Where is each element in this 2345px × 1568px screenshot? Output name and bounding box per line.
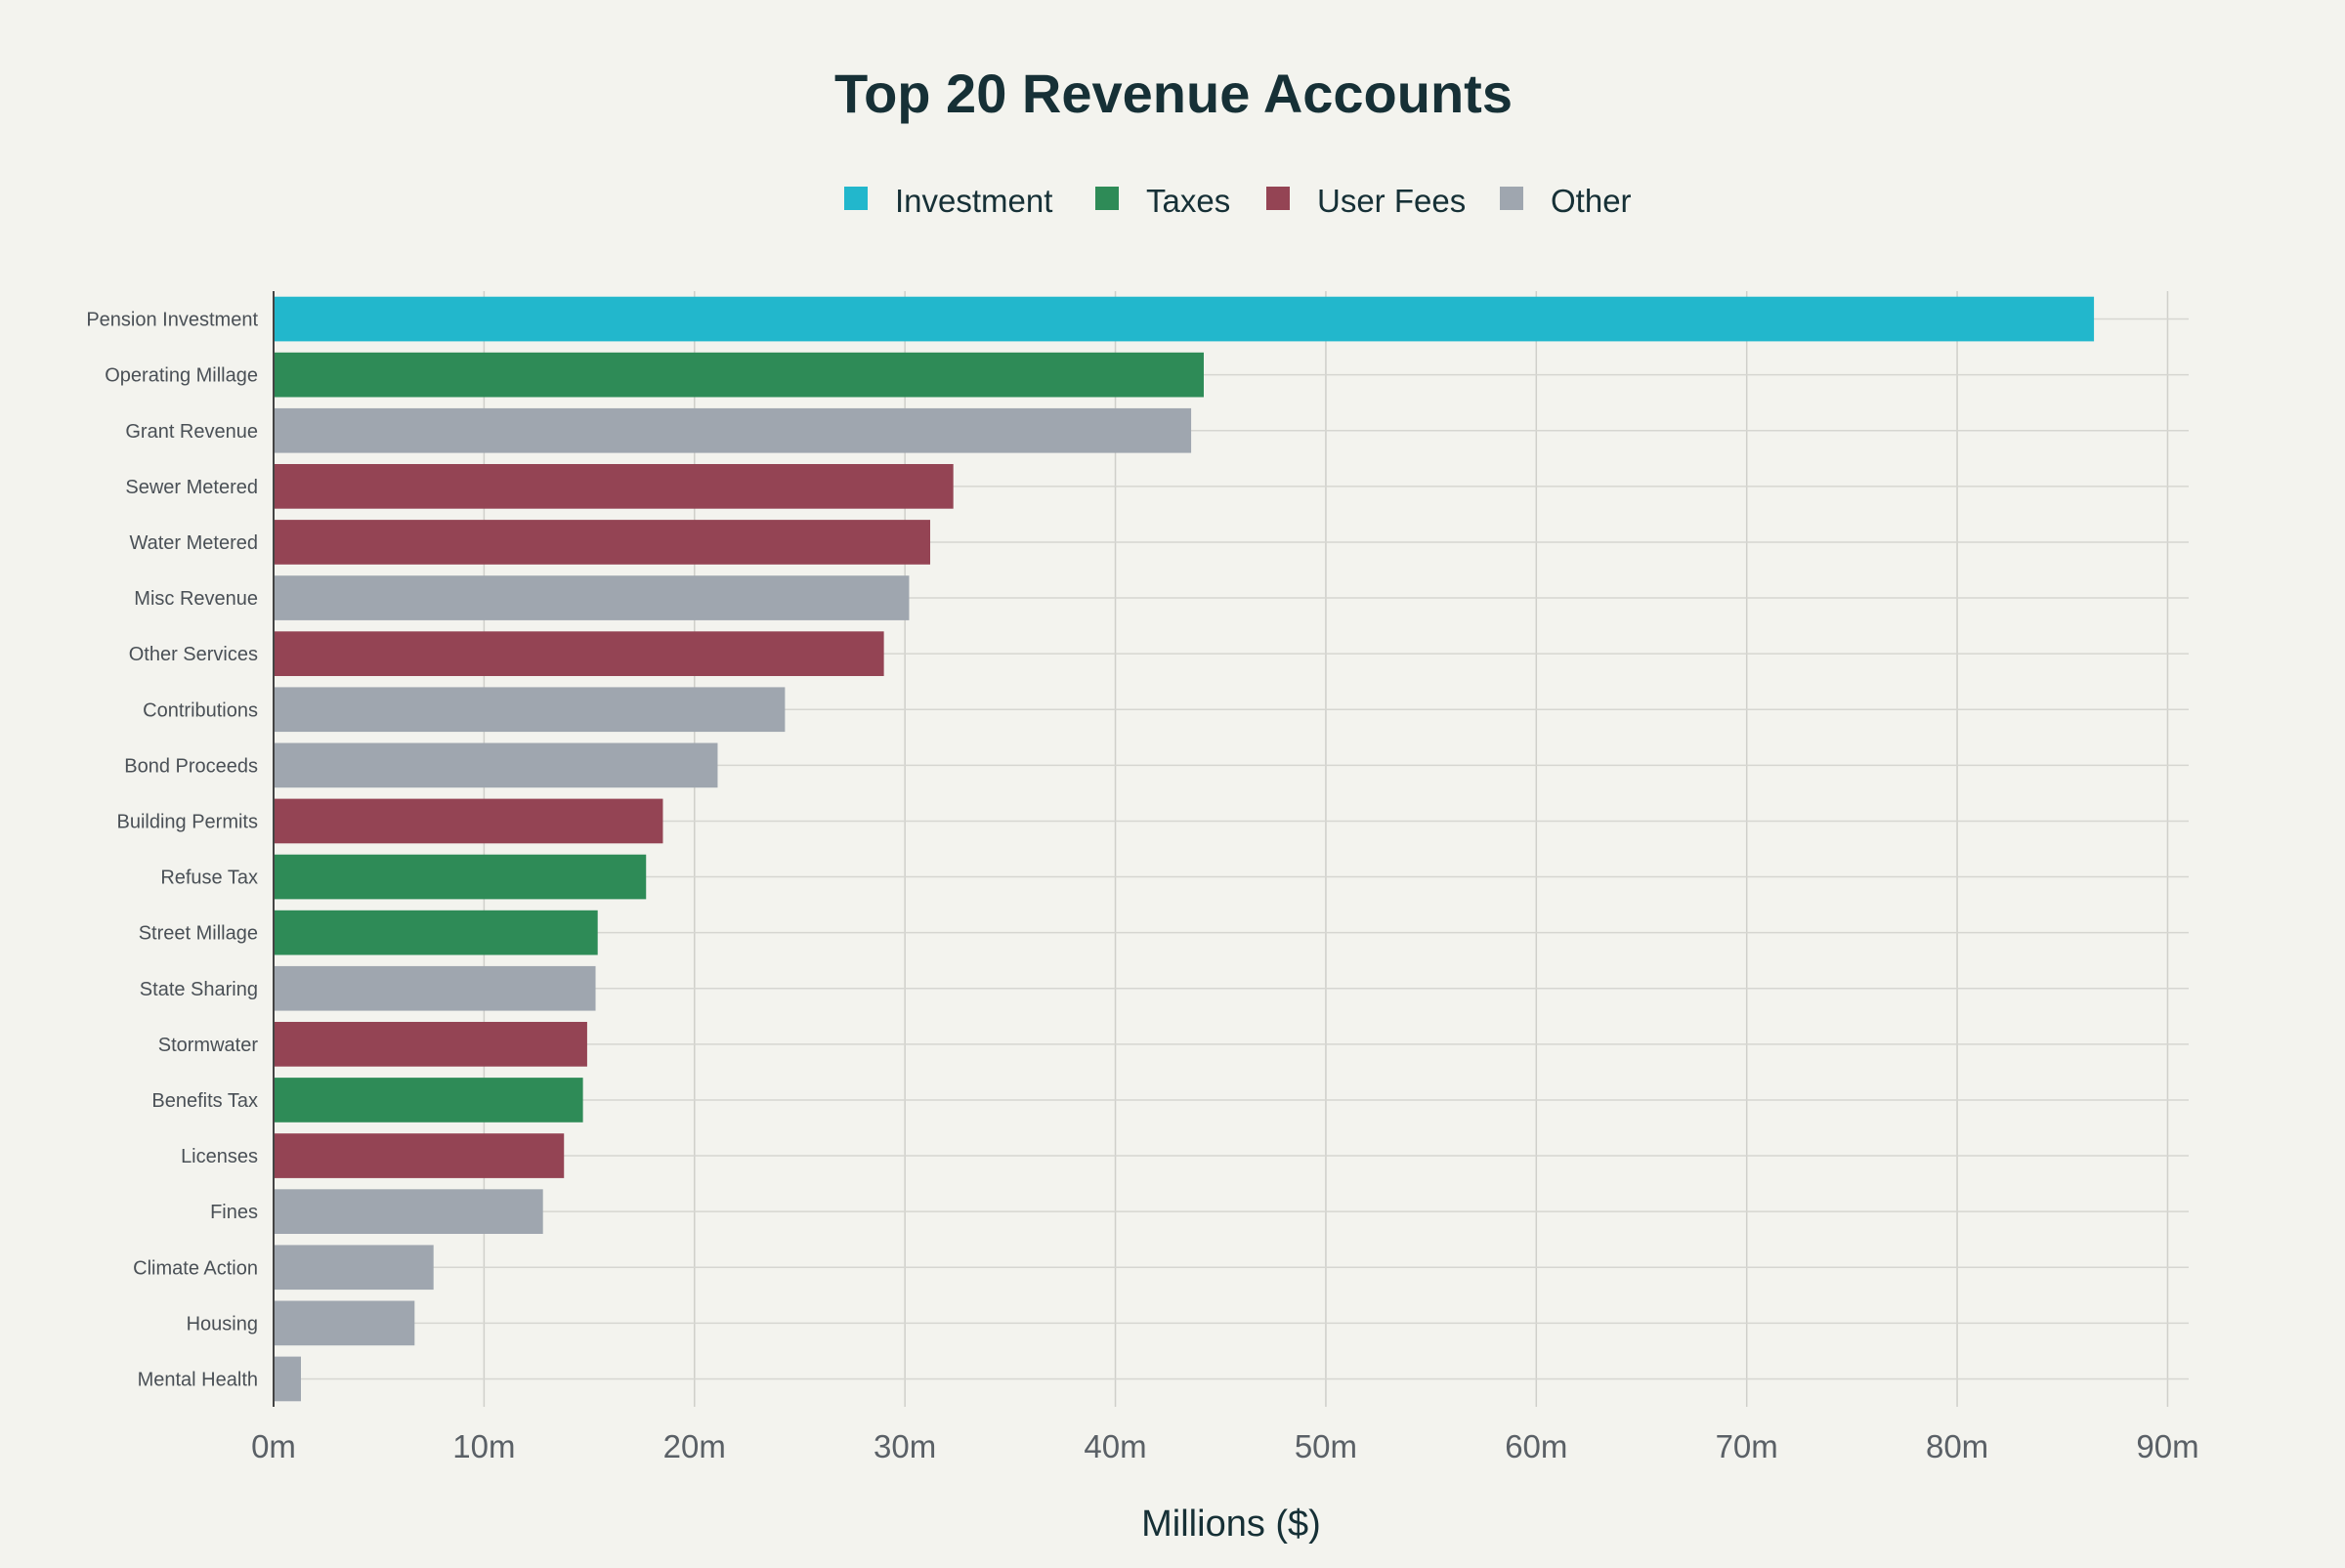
y-tick-label: Other Services: [129, 644, 258, 665]
y-tick-label: Mental Health: [138, 1369, 258, 1390]
x-tick-label: 70m: [1716, 1428, 1778, 1464]
y-axis-labels: Pension Investment Operating Millage Grant…: [86, 310, 258, 1391]
bar-benefits-tax: [274, 1078, 583, 1123]
x-axis-labels: 0m 10m 20m 30m 40m 50m 60m 70m 80m 90m: [251, 1428, 2198, 1464]
y-tick-label: Pension Investment: [86, 310, 258, 331]
bar-housing: [274, 1300, 415, 1346]
y-tick-label: Housing: [187, 1313, 258, 1335]
legend-swatch-taxes: [1095, 187, 1119, 210]
bar-licenses: [274, 1133, 565, 1178]
y-tick-label: Building Permits: [116, 811, 258, 832]
y-tick-label: Refuse Tax: [160, 868, 258, 889]
y-tick-label: Climate Action: [133, 1257, 258, 1279]
bar-operating-millage: [274, 352, 1204, 398]
y-tick-label: Grant Revenue: [125, 421, 258, 443]
legend-label-investment: Investment: [895, 183, 1052, 219]
bar-bond-proceeds: [274, 742, 718, 788]
y-tick-label: Misc Revenue: [134, 588, 258, 610]
x-tick-label: 60m: [1505, 1428, 1567, 1464]
y-tick-label: Operating Millage: [105, 365, 258, 387]
bar-street-millage: [274, 910, 598, 955]
x-tick-label: 20m: [663, 1428, 726, 1464]
x-tick-label: 40m: [1084, 1428, 1146, 1464]
x-tick-label: 50m: [1295, 1428, 1357, 1464]
x-tick-label: 0m: [251, 1428, 296, 1464]
bar-misc-revenue: [274, 575, 910, 620]
bar-contributions: [274, 687, 786, 733]
y-tick-label: Sewer Metered: [125, 477, 258, 498]
bar-pension-investment: [274, 296, 2095, 342]
x-tick-label: 10m: [452, 1428, 515, 1464]
y-tick-label: Bond Proceeds: [124, 755, 258, 777]
y-tick-label: Contributions: [143, 699, 258, 721]
bar-state-sharing: [274, 965, 596, 1011]
legend: Investment Taxes User Fees Other: [844, 183, 1632, 219]
legend-label-other: Other: [1551, 183, 1632, 219]
bar-refuse-tax: [274, 854, 647, 900]
bar-grant-revenue: [274, 407, 1192, 453]
y-tick-label: Water Metered: [129, 532, 258, 554]
x-tick-label: 80m: [1926, 1428, 1988, 1464]
legend-label-taxes: Taxes: [1146, 183, 1230, 219]
y-tick-label: State Sharing: [140, 979, 258, 1000]
y-tick-label: Stormwater: [158, 1035, 259, 1056]
bar-water-metered: [274, 520, 930, 565]
x-tick-label: 90m: [2136, 1428, 2198, 1464]
bar-stormwater: [274, 1022, 587, 1067]
legend-swatch-investment: [844, 187, 868, 210]
bar-building-permits: [274, 798, 663, 844]
bar-mental-health: [274, 1356, 301, 1402]
x-tick-label: 30m: [874, 1428, 936, 1464]
legend-swatch-user-fees: [1266, 187, 1290, 210]
y-tick-label: Fines: [210, 1202, 258, 1223]
chart-title: Top 20 Revenue Accounts: [834, 63, 1513, 124]
bar-sewer-metered: [274, 464, 954, 509]
bar-fines: [274, 1189, 543, 1234]
y-tick-label: Benefits Tax: [151, 1090, 258, 1112]
grid: [273, 291, 2189, 1407]
legend-label-user-fees: User Fees: [1317, 183, 1466, 219]
y-tick-label: Street Millage: [139, 923, 258, 945]
y-tick-label: Licenses: [181, 1146, 258, 1167]
bars: [274, 296, 2095, 1402]
bar-climate-action: [274, 1245, 434, 1291]
bar-other-services: [274, 631, 884, 676]
legend-swatch-other: [1500, 187, 1523, 210]
x-axis-title: Millions ($): [1141, 1504, 1321, 1545]
